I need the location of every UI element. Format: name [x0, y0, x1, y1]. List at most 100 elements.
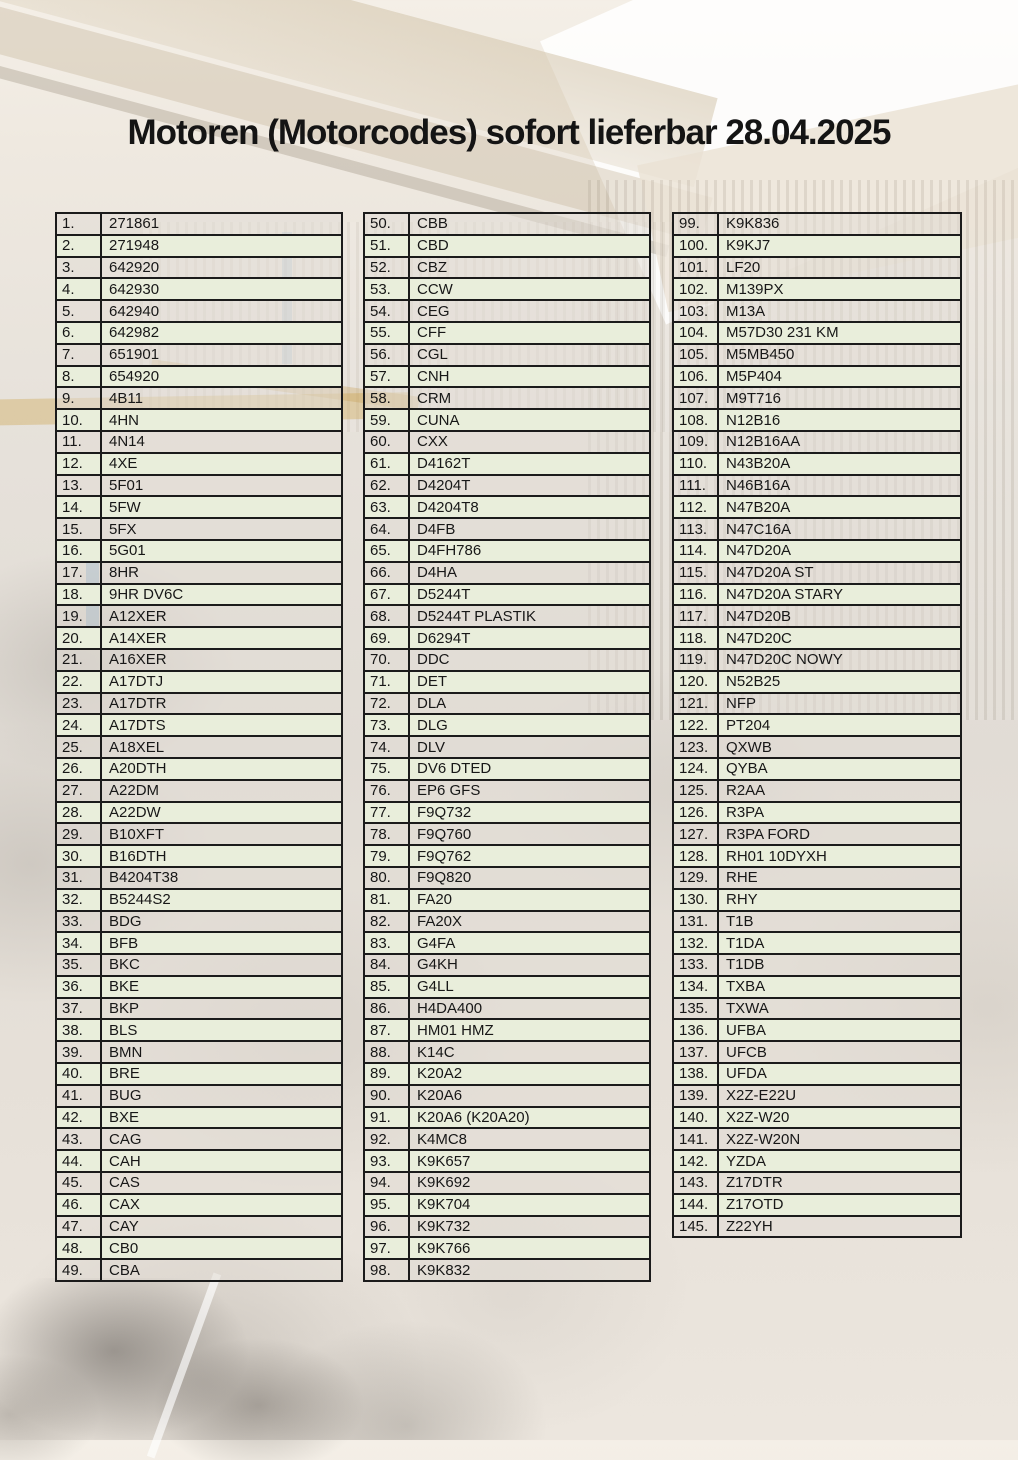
- row-number: 31.: [55, 865, 102, 890]
- engine-code: CAX: [100, 1192, 343, 1217]
- table-row: 116. N47D20A STARY: [672, 582, 962, 607]
- engine-code: BKC: [100, 953, 343, 977]
- table-row: 40. BRE: [55, 1062, 343, 1086]
- table-row: 16. 5G01: [55, 538, 343, 563]
- row-number: 127.: [672, 822, 719, 847]
- row-number: 79.: [363, 844, 410, 868]
- table-row: 69. D6294T: [363, 626, 651, 650]
- row-number: 33.: [55, 909, 102, 934]
- row-number: 96.: [363, 1214, 410, 1239]
- row-number: 40.: [55, 1062, 102, 1086]
- engine-code: 5F01: [100, 473, 343, 498]
- table-row: 57. CNH: [363, 364, 651, 389]
- engine-code: M5MB450: [717, 342, 962, 367]
- engine-code: RHY: [717, 887, 962, 912]
- row-number: 26.: [55, 756, 102, 781]
- engine-code: N12B16AA: [717, 429, 962, 454]
- row-number: 20.: [55, 626, 102, 650]
- row-number: 109.: [672, 429, 719, 454]
- table-row: 120. N52B25: [672, 669, 962, 694]
- row-number: 63.: [363, 495, 410, 520]
- row-number: 82.: [363, 909, 410, 934]
- row-number: 129.: [672, 865, 719, 890]
- engine-code: QYBA: [717, 756, 962, 781]
- row-number: 110.: [672, 451, 719, 476]
- table-row: 68. D5244T PLASTIK: [363, 604, 651, 629]
- table-row: 86. H4DA400: [363, 996, 651, 1021]
- engine-code: B4204T38: [100, 865, 343, 890]
- engine-code: RH01 10DYXH: [717, 844, 962, 868]
- row-number: 70.: [363, 647, 410, 672]
- row-number: 102.: [672, 277, 719, 302]
- row-number: 72.: [363, 691, 410, 716]
- engine-code: CXX: [408, 429, 651, 454]
- table-row: 55. CFF: [363, 320, 651, 345]
- table-row: 23. A17DTR: [55, 691, 343, 716]
- table-row: 49. CBA: [55, 1258, 343, 1283]
- row-number: 10.: [55, 408, 102, 432]
- engine-code: Z17DTR: [717, 1171, 962, 1195]
- engine-code: A22DM: [100, 778, 343, 803]
- table-row: 131. T1B: [672, 909, 962, 934]
- row-number: 132.: [672, 931, 719, 956]
- background-engine-closeup: [0, 1278, 520, 1460]
- row-number: 138.: [672, 1062, 719, 1086]
- engine-code: 5FW: [100, 495, 343, 520]
- engine-code: M9T716: [717, 386, 962, 411]
- row-number: 111.: [672, 473, 719, 498]
- engine-code: 4HN: [100, 408, 343, 432]
- table-row: 34. BFB: [55, 931, 343, 956]
- table-row: 130. RHY: [672, 887, 962, 912]
- row-number: 126.: [672, 800, 719, 825]
- engine-code: 5G01: [100, 538, 343, 563]
- row-number: 2.: [55, 233, 102, 258]
- engine-code: 4XE: [100, 451, 343, 476]
- table-row: 126. R3PA: [672, 800, 962, 825]
- table-row: 128. RH01 10DYXH: [672, 844, 962, 868]
- engine-code: B5244S2: [100, 887, 343, 912]
- engine-codes-table-3-body: 99. K9K836 100. K9KJ7 101. LF20 102. M13…: [672, 212, 962, 1239]
- engine-code: A18XEL: [100, 735, 343, 759]
- row-number: 24.: [55, 713, 102, 738]
- engine-code: A12XER: [100, 604, 343, 629]
- table-row: 70. DDC: [363, 647, 651, 672]
- row-number: 14.: [55, 495, 102, 520]
- table-row: 65. D4FH786: [363, 538, 651, 563]
- engine-code: DV6 DTED: [408, 756, 651, 781]
- engine-codes-table-2-body: 50. CBB 51. CBD 52. CBZ 53. CCW 54. CEG: [363, 212, 651, 1283]
- table-row: 105. M5MB450: [672, 342, 962, 367]
- engine-code: FA20X: [408, 909, 651, 934]
- row-number: 60.: [363, 429, 410, 454]
- row-number: 123.: [672, 735, 719, 759]
- table-row: 138. UFDA: [672, 1062, 962, 1086]
- engine-code: R3PA FORD: [717, 822, 962, 847]
- engine-code: 654920: [100, 364, 343, 389]
- engine-code: BMN: [100, 1040, 343, 1065]
- row-number: 41.: [55, 1083, 102, 1108]
- engine-code: RHE: [717, 865, 962, 890]
- table-row: 20. A14XER: [55, 626, 343, 650]
- engine-code: Z17OTD: [717, 1192, 962, 1217]
- engine-code: CBD: [408, 233, 651, 258]
- engine-code: TXWA: [717, 996, 962, 1021]
- row-number: 37.: [55, 996, 102, 1021]
- table-row: 61. D4162T: [363, 451, 651, 476]
- table-row: 21. A16XER: [55, 647, 343, 672]
- background-highlight-line: [146, 1272, 222, 1459]
- table-row: 19. A12XER: [55, 604, 343, 629]
- table-row: 2. 271948: [55, 233, 343, 258]
- table-row: 54. CEG: [363, 299, 651, 323]
- row-number: 83.: [363, 931, 410, 956]
- table-row: 41. BUG: [55, 1083, 343, 1108]
- table-row: 8. 654920: [55, 364, 343, 389]
- table-row: 31. B4204T38: [55, 865, 343, 890]
- engine-code: A17DTR: [100, 691, 343, 716]
- table-row: 56. CGL: [363, 342, 651, 367]
- engine-code: 642920: [100, 255, 343, 280]
- table-row: 77. F9Q732: [363, 800, 651, 825]
- table-row: 66. D4HA: [363, 560, 651, 585]
- engine-code: CBZ: [408, 255, 651, 280]
- row-number: 21.: [55, 647, 102, 672]
- row-number: 76.: [363, 778, 410, 803]
- row-number: 46.: [55, 1192, 102, 1217]
